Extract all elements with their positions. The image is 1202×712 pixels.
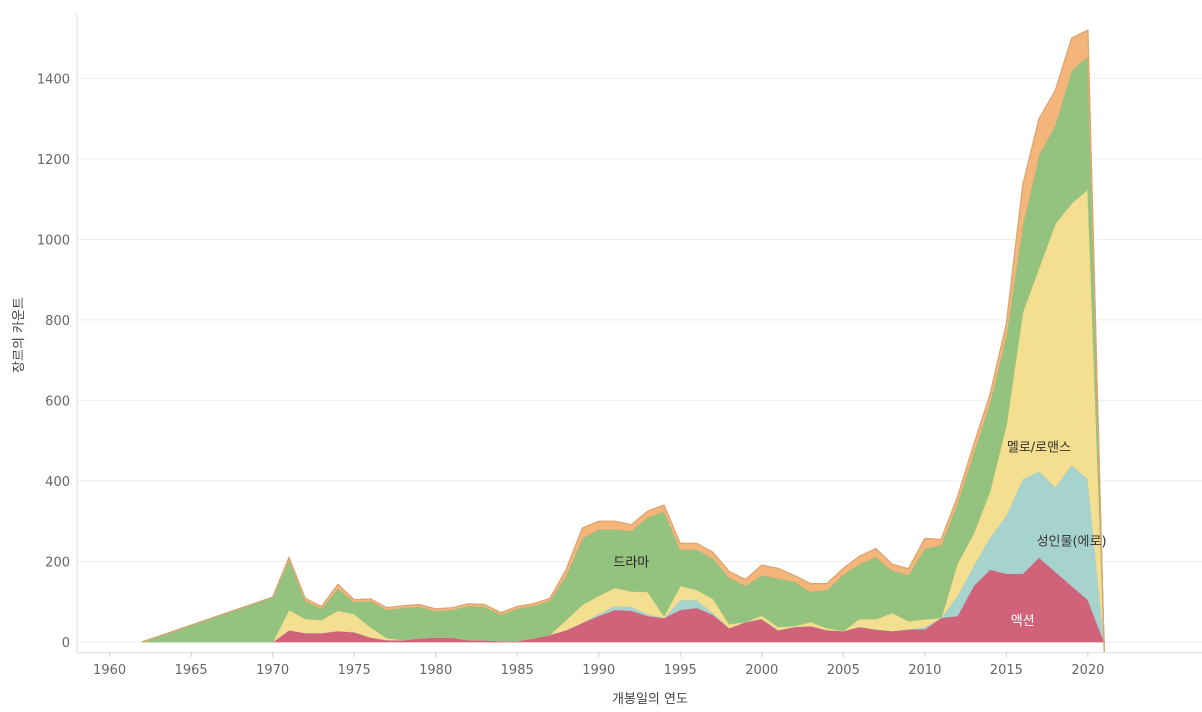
- series-label-1: 액션: [1011, 614, 1035, 629]
- y-axis-title: 장르의 카운트: [12, 297, 27, 373]
- y-tick-label-200: 200: [45, 555, 70, 570]
- x-tick-label-1975: 1975: [338, 663, 371, 678]
- x-axis-title: 개봉일의 연도: [612, 692, 688, 707]
- y-tick-label-600: 600: [45, 394, 70, 409]
- x-tick-label-2020: 2020: [1071, 663, 1104, 678]
- x-tick-label-1965: 1965: [175, 663, 208, 678]
- y-tick-label-1000: 1000: [37, 233, 70, 248]
- x-tick-label-2005: 2005: [827, 663, 860, 678]
- series-label-2: 성인물(에로): [1037, 535, 1107, 550]
- y-tick-label-800: 800: [45, 314, 70, 329]
- grid-lines: [77, 77, 1202, 643]
- y-tick-label-1400: 1400: [37, 72, 70, 87]
- series-edge-5: [142, 29, 1105, 653]
- series-areas: [142, 29, 1105, 653]
- x-tick-label-2010: 2010: [908, 663, 941, 678]
- y-tick-label-400: 400: [45, 475, 70, 490]
- x-tick-label-1960: 1960: [93, 663, 126, 678]
- x-tick-label-1995: 1995: [664, 663, 697, 678]
- axes: 0 200 400 600 800 1000 1200 1400 1960 1965 1970 197…: [37, 14, 1202, 678]
- y-tick-label-1200: 1200: [37, 153, 70, 168]
- x-tick-label-1985: 1985: [501, 663, 534, 678]
- x-tick-label-1970: 1970: [256, 663, 289, 678]
- x-tick-label-1990: 1990: [582, 663, 615, 678]
- x-tick-label-1980: 1980: [419, 663, 452, 678]
- x-tick-label-2000: 2000: [745, 663, 778, 678]
- x-tick-label-2015: 2015: [990, 663, 1023, 678]
- y-tick-label-0: 0: [62, 636, 70, 651]
- series-label-4: 드라마: [613, 555, 649, 570]
- series-label-3: 멜로/로맨스: [1007, 441, 1071, 456]
